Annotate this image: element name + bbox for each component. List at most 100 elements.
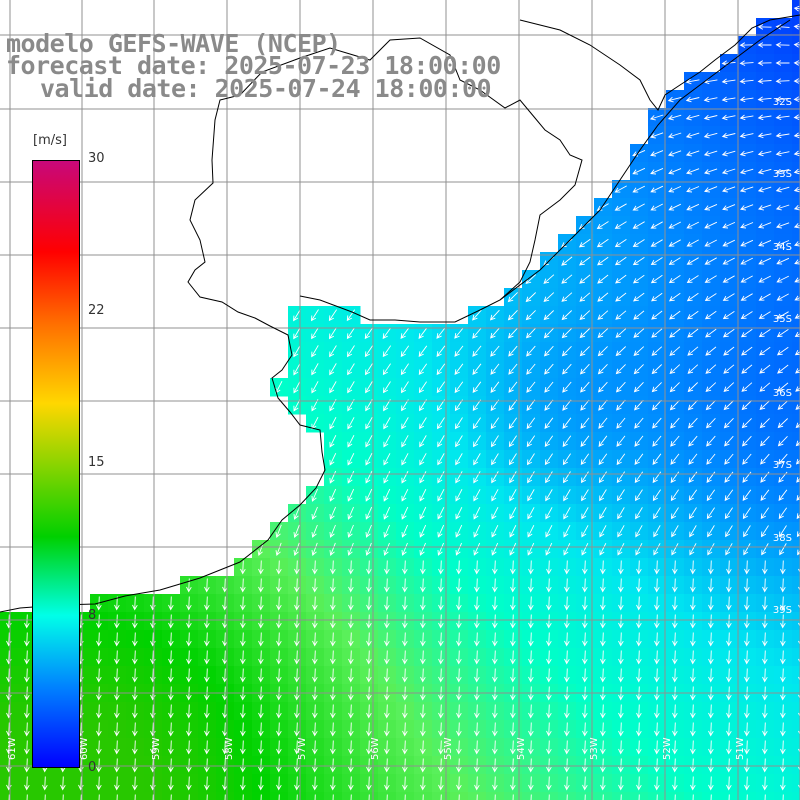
wind-arrow xyxy=(795,386,800,392)
wind-arrow xyxy=(508,345,518,357)
wind-arrow xyxy=(686,257,699,265)
wind-arrow xyxy=(436,363,446,376)
wind-arrow xyxy=(293,542,300,556)
wind-cell xyxy=(792,486,800,505)
wind-arrow xyxy=(798,784,800,790)
wind-arrow xyxy=(710,794,712,800)
longitude-label: 57W xyxy=(297,737,308,760)
wind-arrow xyxy=(636,632,642,647)
wind-arrow xyxy=(383,506,391,520)
wind-arrow xyxy=(240,668,246,683)
wind-arrow xyxy=(582,632,588,647)
wind-arrow xyxy=(312,668,318,683)
wind-arrow xyxy=(329,345,337,358)
wind-arrow xyxy=(564,722,570,737)
wind-arrow xyxy=(793,223,800,229)
wind-arrow xyxy=(762,560,768,575)
wind-arrow xyxy=(508,417,518,430)
wind-arrow xyxy=(728,794,730,800)
wind-arrow xyxy=(329,470,337,484)
wind-arrow xyxy=(401,470,409,484)
wind-arrow xyxy=(402,614,408,629)
wind-arrow xyxy=(492,776,498,791)
wind-arrow xyxy=(24,722,30,737)
wind-arrow xyxy=(240,578,246,593)
wind-arrow xyxy=(777,382,789,392)
wind-arrow xyxy=(528,578,534,593)
wind-arrow xyxy=(258,704,264,719)
wind-arrow xyxy=(690,650,696,665)
wind-arrow xyxy=(651,364,663,375)
wind-arrow xyxy=(775,60,790,66)
wind-arrow xyxy=(347,452,355,466)
wind-cell xyxy=(792,648,800,667)
wind-arrow xyxy=(543,310,555,321)
wind-arrow xyxy=(96,704,102,719)
longitude-label: 56W xyxy=(370,737,381,760)
wind-arrow xyxy=(705,364,717,374)
longitude-labels: 61W 60W 59W 58W 57W 56W 55W 54W 53W 52W 51W xyxy=(7,737,746,760)
wind-arrow xyxy=(564,758,570,773)
wind-arrow xyxy=(636,668,642,683)
wind-arrow xyxy=(654,722,660,737)
wind-arrow xyxy=(346,309,356,322)
wind-arrow xyxy=(543,292,555,303)
wind-arrow xyxy=(775,204,790,211)
wind-arrow xyxy=(705,346,717,356)
wind-arrow xyxy=(258,596,264,611)
wind-arrow xyxy=(168,722,174,737)
wind-arrow xyxy=(757,168,772,175)
wind-arrow xyxy=(759,346,771,356)
wind-arrow xyxy=(777,418,789,429)
wind-arrow xyxy=(671,525,679,538)
wind-arrow xyxy=(402,650,408,665)
wind-arrow xyxy=(726,668,732,683)
wind-arrow xyxy=(780,668,786,683)
wind-arrow xyxy=(383,488,391,502)
wind-arrow xyxy=(708,578,714,593)
wind-arrow xyxy=(384,704,390,719)
wind-arrow xyxy=(455,471,463,484)
wind-arrow xyxy=(633,328,645,338)
wind-arrow xyxy=(634,453,644,465)
wind-arrow xyxy=(526,363,536,375)
wind-arrow xyxy=(383,435,391,448)
wind-arrow xyxy=(330,614,336,629)
wind-arrow xyxy=(186,668,192,683)
wind-arrow xyxy=(757,114,772,121)
wind-arrow xyxy=(740,293,753,301)
wind-arrow xyxy=(510,596,516,611)
wind-arrow xyxy=(600,578,606,593)
wind-arrow xyxy=(419,417,427,430)
wind-arrow xyxy=(438,632,444,647)
wind-arrow xyxy=(348,704,354,719)
wind-arrow xyxy=(689,507,697,520)
wind-cell xyxy=(792,612,800,631)
wind-arrow xyxy=(704,257,717,265)
wind-arrow xyxy=(579,274,591,284)
wind-arrow xyxy=(419,506,427,520)
wind-arrow xyxy=(582,722,588,737)
wind-arrow xyxy=(383,453,391,466)
wind-arrow xyxy=(384,596,390,611)
wind-arrow xyxy=(777,400,789,410)
wind-arrow xyxy=(492,560,498,575)
wind-arrow xyxy=(688,489,698,502)
wind-arrow xyxy=(654,650,660,665)
wind-arrow xyxy=(598,453,608,466)
wind-arrow xyxy=(597,274,609,284)
wind-arrow xyxy=(491,471,499,484)
wind-arrow xyxy=(42,776,48,791)
wind-arrow xyxy=(366,704,372,719)
wind-arrow xyxy=(420,740,426,755)
wind-arrow xyxy=(794,313,800,319)
wind-arrow xyxy=(474,776,480,791)
wind-arrow xyxy=(669,364,681,375)
wind-arrow xyxy=(528,722,534,737)
wind-arrow xyxy=(510,758,516,773)
wind-arrow xyxy=(793,42,800,48)
wind-arrow xyxy=(686,292,699,302)
wind-cell xyxy=(792,432,800,451)
wind-arrow xyxy=(509,471,517,484)
